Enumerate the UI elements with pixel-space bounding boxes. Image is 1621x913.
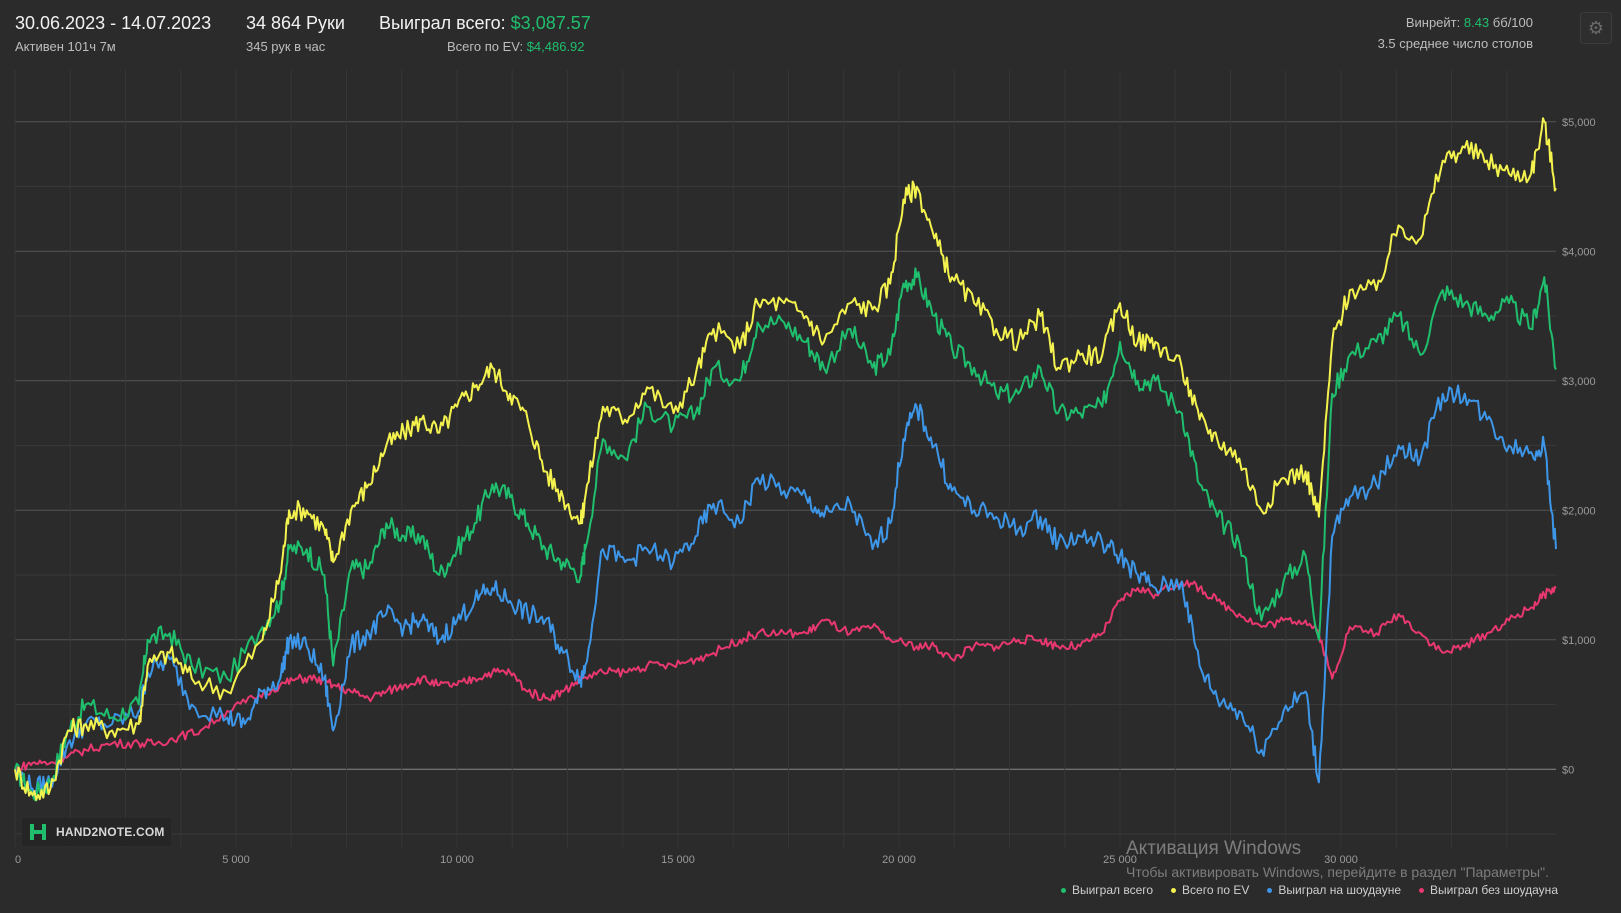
- x-tick-label: 10 000: [440, 854, 474, 866]
- x-tick-label: 0: [15, 854, 21, 866]
- y-tick-label: $1,000: [1562, 635, 1596, 647]
- ev-total: Всего по EV: $4,486.92: [447, 39, 585, 54]
- logo-text: HAND2NOTE.COM: [56, 825, 165, 839]
- windows-activation-subtitle: Чтобы активировать Windows, перейдите в …: [1126, 864, 1549, 880]
- legend-dot: [1060, 887, 1066, 893]
- logo: HAND2NOTE.COM: [22, 818, 171, 846]
- hands-count: 34 864 Руки: [246, 13, 345, 33]
- active-time: Активен 101ч 7м: [15, 39, 116, 54]
- legend-item-ev-total[interactable]: Всего по EV: [1171, 883, 1249, 897]
- avg-tables: 3.5 среднее число столов: [1377, 36, 1533, 51]
- winrate: Винрейт: 8.43 бб/100: [1406, 15, 1533, 30]
- windows-activation-title: Активация Windows: [1126, 838, 1302, 859]
- y-tick-label: $3,000: [1562, 376, 1596, 388]
- series: [14, 117, 1557, 802]
- legend-label: Выиграл на шоудауне: [1278, 883, 1401, 897]
- y-ticks: $0 $1,000 $2,000 $3,000 $4,000 $5,000: [1562, 117, 1596, 776]
- date-range: 30.06.2023 - 14.07.2023: [15, 13, 212, 33]
- series-line: [14, 267, 1557, 802]
- won-total-label: Выиграл всего:: [379, 13, 506, 33]
- winrate-value: 8.43: [1463, 15, 1490, 30]
- hands-per-hour: 345 рук в час: [246, 39, 326, 54]
- y-tick-label: $0: [1562, 764, 1574, 776]
- winrate-unit: бб/100: [1492, 15, 1533, 30]
- h2n-logo-icon: [30, 824, 46, 840]
- series-line: [14, 579, 1557, 773]
- series-line: [14, 117, 1557, 801]
- won-total: Выиграл всего: $3,087.57: [379, 13, 591, 34]
- x-tick-label: 30 000: [1324, 854, 1358, 866]
- settings-gear-icon[interactable]: ⚙: [1580, 12, 1612, 44]
- legend-dot: [1171, 887, 1177, 893]
- series-line: [14, 384, 1557, 798]
- legend-dot: [1419, 887, 1424, 893]
- won-total-value: $3,087.57: [510, 13, 591, 33]
- x-tick-label: 25 000: [1103, 854, 1137, 866]
- y-tick-label: $5,000: [1562, 117, 1596, 129]
- legend-label: Выиграл всего: [1071, 883, 1154, 897]
- legend-dot: [1267, 887, 1273, 893]
- x-tick-label: 15 000: [661, 854, 695, 866]
- x-tick-label: 5 000: [222, 854, 250, 866]
- y-tick-label: $2,000: [1562, 505, 1596, 517]
- grid: [14, 70, 1556, 847]
- legend-item-won-total[interactable]: Выиграл всего: [1060, 883, 1154, 897]
- winrate-label: Винрейт:: [1405, 15, 1461, 30]
- plot-area: [15, 70, 1556, 847]
- x-tick-label: 20 000: [882, 854, 916, 866]
- ev-total-value: $4,486.92: [526, 39, 585, 54]
- legend-label: Всего по EV: [1182, 883, 1250, 897]
- legend-item-non-showdown[interactable]: Выиграл без шоудауна: [1419, 883, 1558, 897]
- legend: Выиграл всего Всего по EV Выиграл на шоу…: [1060, 883, 1558, 897]
- y-tick-label: $4,000: [1562, 246, 1596, 258]
- legend-item-showdown[interactable]: Выиграл на шоудауне: [1267, 883, 1401, 897]
- ev-total-label: Всего по EV:: [447, 39, 524, 54]
- legend-label: Выиграл без шоудауна: [1430, 883, 1558, 897]
- x-ticks: 0 5 000 10 000 15 000 20 000 25 000 30 000: [15, 854, 1358, 866]
